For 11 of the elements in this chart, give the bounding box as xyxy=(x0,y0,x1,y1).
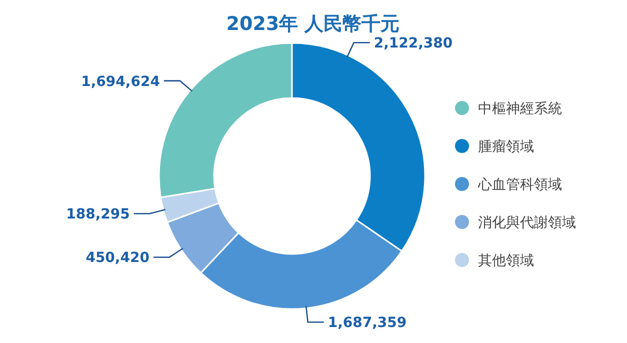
data-label: 1,694,624 xyxy=(81,74,160,90)
data-label: 1,687,359 xyxy=(328,315,407,332)
data-label: 188,295 xyxy=(66,206,130,223)
data-label: 2,122,380 xyxy=(374,36,453,52)
legend-label: 中樞神經系統 xyxy=(478,101,562,117)
legend-label: 消化與代謝領域 xyxy=(478,215,576,231)
legend-label: 心血管科領域 xyxy=(477,177,562,193)
chart-title: 2023年 人民幣千元 xyxy=(226,13,400,35)
legend-label: 腫瘤領域 xyxy=(478,139,534,155)
data-label: 450,420 xyxy=(86,250,150,266)
legend-label: 其他領域 xyxy=(478,253,534,269)
